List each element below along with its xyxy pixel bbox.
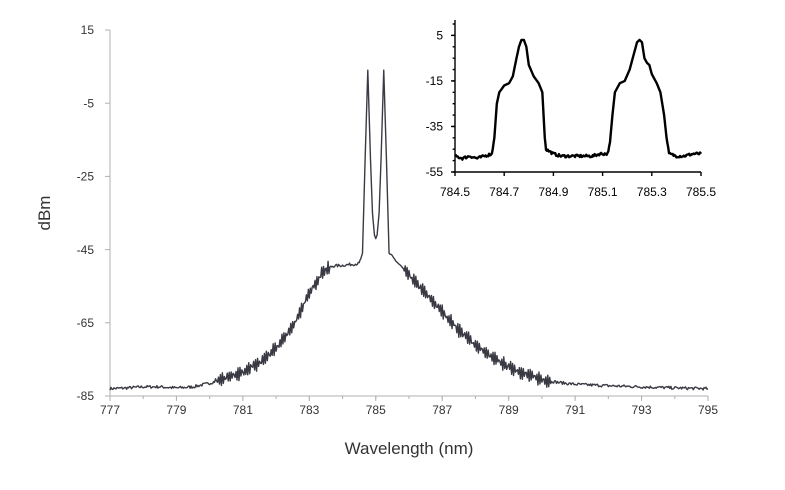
inset-y-tick-label: -15 [426, 74, 444, 88]
inset-series-line-0 [454, 38, 702, 161]
inset-y-tick-label: 5 [436, 29, 443, 43]
inset-x-tick-label: 785.3 [637, 185, 667, 199]
main-y-tick-label: 15 [81, 23, 95, 37]
main-x-tick-label: 789 [499, 403, 519, 417]
main-x-tick-label: 785 [366, 403, 386, 417]
main-y-axis-label: dBm [35, 196, 54, 231]
main-x-tick-label: 791 [565, 403, 585, 417]
main-x-tick-label: 779 [166, 403, 186, 417]
inset-x-tick-label: 784.5 [440, 185, 470, 199]
main-y-tick-label: -65 [77, 316, 95, 330]
main-y-tick-label: -5 [83, 96, 94, 110]
main-y-tick-label: -25 [77, 170, 95, 184]
main-spectrum-chart: 777 779 781 783 785 787 789 791 793 795 15 -5 -25 -45… [35, 23, 718, 458]
main-x-tick-label: 783 [299, 403, 319, 417]
inset-zoom-chart: 784.5 784.7 784.9 785.1 785.3 785.5 5 -15 -35 -55 [426, 20, 716, 199]
main-x-tick-label: 777 [100, 403, 120, 417]
main-y-tick-label: -45 [77, 243, 95, 257]
main-x-tick-label: 787 [432, 403, 452, 417]
inset-y-tick-label: -35 [426, 120, 444, 134]
inset-x-tick-label: 784.7 [489, 185, 519, 199]
main-x-tick-label: 781 [233, 403, 253, 417]
inset-x-tick-label: 784.9 [538, 185, 568, 199]
main-x-tick-label: 793 [632, 403, 652, 417]
inset-x-tick-label: 785.5 [686, 185, 716, 199]
main-series-line-0 [109, 69, 709, 391]
main-y-tick-label: -85 [77, 389, 95, 403]
inset-y-tick-label: -55 [426, 165, 444, 179]
main-x-axis-label: Wavelength (nm) [345, 439, 474, 458]
main-x-tick-label: 795 [698, 403, 718, 417]
inset-x-tick-label: 785.1 [588, 185, 618, 199]
